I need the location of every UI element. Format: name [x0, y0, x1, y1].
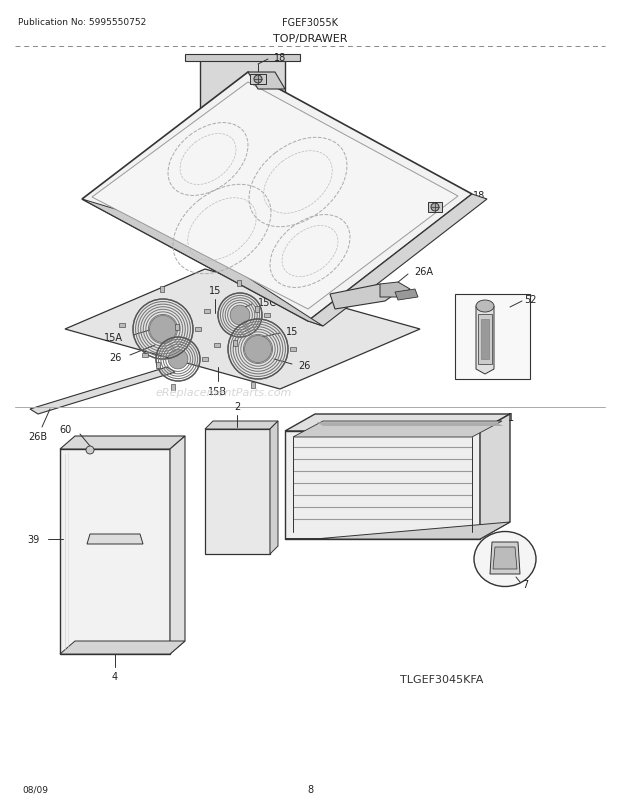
Bar: [237, 281, 241, 286]
Text: 15: 15: [286, 326, 298, 337]
Text: 15: 15: [209, 286, 221, 296]
Text: 15A: 15A: [104, 333, 123, 342]
Text: 52: 52: [524, 294, 536, 305]
Text: 18: 18: [473, 191, 485, 200]
Bar: [160, 286, 164, 293]
Polygon shape: [476, 306, 494, 375]
Polygon shape: [60, 449, 170, 654]
Text: 26A: 26A: [414, 267, 433, 277]
Ellipse shape: [476, 301, 494, 313]
Text: eReplacementParts.com: eReplacementParts.com: [155, 387, 291, 398]
Text: FGEF3055K: FGEF3055K: [282, 18, 338, 28]
Text: 26: 26: [298, 361, 311, 371]
Polygon shape: [493, 547, 517, 569]
Polygon shape: [248, 73, 285, 90]
Polygon shape: [380, 282, 410, 298]
Polygon shape: [308, 195, 487, 326]
Text: 1: 1: [508, 412, 514, 423]
Text: 60: 60: [60, 424, 72, 435]
Text: 18: 18: [274, 53, 286, 63]
Bar: [251, 383, 255, 388]
Polygon shape: [87, 534, 143, 545]
Polygon shape: [65, 269, 420, 390]
Polygon shape: [30, 367, 175, 415]
Text: 4: 4: [112, 671, 118, 681]
Text: 15B: 15B: [208, 387, 228, 396]
Polygon shape: [480, 415, 510, 539]
Circle shape: [168, 350, 188, 370]
Text: 26B: 26B: [29, 431, 48, 441]
Text: TOP/DRAWER: TOP/DRAWER: [273, 34, 347, 44]
Bar: [202, 358, 208, 362]
Circle shape: [254, 76, 262, 84]
Polygon shape: [270, 422, 278, 554]
Circle shape: [244, 336, 272, 363]
Text: 08/09: 08/09: [22, 784, 48, 793]
Polygon shape: [185, 55, 300, 62]
Bar: [233, 341, 237, 346]
Circle shape: [431, 204, 439, 212]
Polygon shape: [455, 294, 530, 379]
Bar: [195, 327, 201, 331]
Polygon shape: [285, 415, 510, 431]
Bar: [290, 347, 296, 351]
Text: 8: 8: [307, 784, 313, 794]
Text: 16: 16: [364, 140, 376, 150]
Polygon shape: [428, 203, 442, 213]
Bar: [264, 314, 270, 318]
Ellipse shape: [474, 532, 536, 587]
Bar: [171, 384, 175, 391]
Polygon shape: [293, 422, 502, 437]
Bar: [214, 343, 220, 347]
Circle shape: [86, 447, 94, 455]
Bar: [255, 306, 259, 313]
Text: 2: 2: [234, 402, 240, 411]
Polygon shape: [170, 436, 185, 654]
Text: 39: 39: [28, 534, 40, 545]
Polygon shape: [478, 314, 492, 365]
Bar: [119, 323, 125, 327]
Polygon shape: [60, 436, 185, 449]
Circle shape: [149, 316, 177, 343]
Polygon shape: [395, 290, 418, 301]
Polygon shape: [285, 522, 510, 539]
Polygon shape: [330, 285, 395, 310]
Polygon shape: [205, 429, 270, 554]
Polygon shape: [205, 422, 278, 429]
Polygon shape: [60, 642, 185, 654]
Polygon shape: [92, 83, 458, 310]
Text: 7: 7: [522, 579, 528, 589]
Polygon shape: [200, 58, 285, 119]
Polygon shape: [82, 200, 323, 326]
Text: Publication No: 5995550752: Publication No: 5995550752: [18, 18, 146, 27]
Bar: [142, 354, 148, 358]
Text: 26: 26: [110, 353, 122, 363]
Polygon shape: [490, 542, 520, 574]
Polygon shape: [481, 320, 489, 359]
Polygon shape: [285, 431, 480, 539]
Bar: [204, 310, 210, 314]
Polygon shape: [250, 75, 266, 85]
Text: 15C: 15C: [258, 298, 277, 308]
Text: TLGEF3045KFA: TLGEF3045KFA: [400, 674, 484, 684]
Circle shape: [230, 306, 250, 326]
Polygon shape: [82, 73, 472, 322]
Bar: [156, 363, 160, 369]
Bar: [175, 325, 179, 330]
